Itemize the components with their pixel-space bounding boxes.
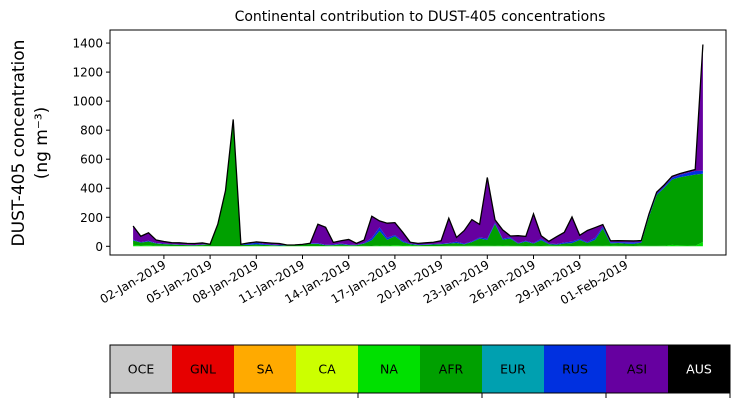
legend-swatch-gnl [172, 345, 235, 393]
legend-label-ca: CA [318, 362, 336, 377]
area-aus [133, 44, 703, 245]
legend-frame [109, 344, 731, 394]
y-tick-label: 200 [80, 211, 103, 225]
x-axis-ticks: 02-Jan-201905-Jan-201908-Jan-201911-Jan-… [98, 255, 630, 307]
legend-label-aus: AUS [686, 362, 712, 377]
stacked-areas [133, 44, 703, 247]
area-na [133, 241, 703, 247]
y-tick-label: 400 [80, 182, 103, 196]
legend-swatch-asi [606, 345, 669, 393]
y-tick-label: 600 [80, 153, 103, 167]
legend-label-gnl: GNL [190, 362, 216, 377]
y-axis-ticks: 0 200 400 600 800 1000 1200 1400 [72, 37, 110, 254]
legend-swatch-sa [234, 345, 297, 393]
total-line [132, 44, 704, 246]
y-axis-label: DUST-405 concentration (ng m⁻³) [9, 40, 52, 247]
plot-frame [109, 29, 727, 256]
y-tick-label: 1200 [72, 66, 103, 80]
legend-swatch-oce [110, 345, 173, 393]
area-afr [133, 120, 703, 247]
legend-label-na: NA [380, 362, 398, 377]
legend-colorbar: OCE GNL SA CA NA AFR EUR RUS ASI AUS [109, 344, 731, 398]
legend-swatch-rus [544, 345, 607, 393]
y-tick-label: 1400 [72, 37, 103, 51]
legend-swatch-na [358, 345, 421, 393]
chart-title: Continental contribution to DUST-405 con… [235, 9, 606, 25]
legend-label-rus: RUS [562, 362, 588, 377]
legend-label-asi: ASI [627, 362, 647, 377]
y-tick-label: 0 [95, 240, 103, 254]
area-asi [133, 44, 703, 245]
y-axis-label-line1: DUST-405 concentration [9, 40, 29, 247]
legend-label-eur: EUR [500, 362, 526, 377]
y-axis-label-line2: (ng m⁻³) [32, 107, 52, 180]
legend-label-oce: OCE [128, 362, 155, 377]
legend-swatch-eur [482, 345, 545, 393]
y-tick-label: 800 [80, 124, 103, 138]
total-outline [132, 44, 704, 246]
legend-swatch-aus [668, 345, 731, 393]
legend-swatch-afr [420, 345, 483, 393]
legend-swatch-ca [296, 345, 359, 393]
legend-label-sa: SA [257, 362, 274, 377]
legend-label-afr: AFR [439, 362, 464, 377]
y-tick-label: 1000 [72, 95, 103, 109]
